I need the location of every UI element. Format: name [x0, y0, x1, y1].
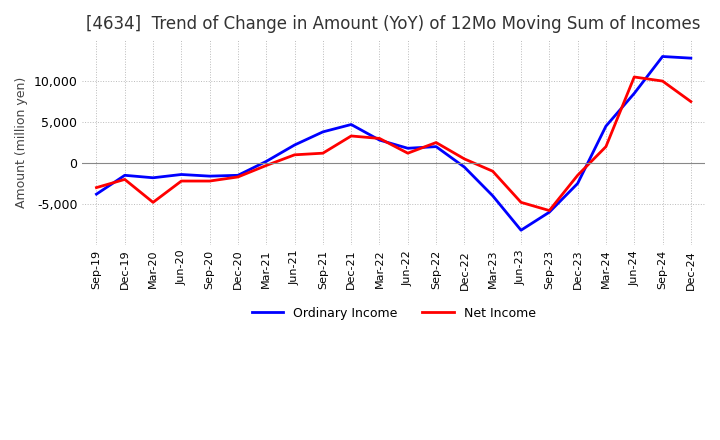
Ordinary Income: [687, 55, 696, 61]
Ordinary Income: [290, 143, 299, 148]
Ordinary Income: [658, 54, 667, 59]
Net Income: [347, 133, 356, 139]
Ordinary Income: [92, 191, 101, 197]
Ordinary Income: [630, 91, 639, 96]
Net Income: [460, 156, 469, 161]
Net Income: [177, 178, 186, 183]
Ordinary Income: [375, 137, 384, 143]
Net Income: [92, 185, 101, 190]
Title: [4634]  Trend of Change in Amount (YoY) of 12Mo Moving Sum of Incomes: [4634] Trend of Change in Amount (YoY) o…: [86, 15, 701, 33]
Ordinary Income: [545, 209, 554, 215]
Net Income: [658, 78, 667, 84]
Ordinary Income: [432, 144, 441, 149]
Net Income: [488, 169, 497, 174]
Y-axis label: Amount (million yen): Amount (million yen): [15, 77, 28, 208]
Net Income: [687, 99, 696, 104]
Net Income: [205, 178, 214, 183]
Net Income: [403, 150, 412, 156]
Ordinary Income: [205, 173, 214, 179]
Net Income: [432, 140, 441, 145]
Ordinary Income: [177, 172, 186, 177]
Net Income: [602, 144, 611, 149]
Line: Ordinary Income: Ordinary Income: [96, 56, 691, 230]
Net Income: [375, 136, 384, 141]
Net Income: [545, 208, 554, 213]
Ordinary Income: [517, 227, 526, 233]
Ordinary Income: [460, 165, 469, 170]
Ordinary Income: [318, 129, 327, 135]
Net Income: [573, 172, 582, 178]
Ordinary Income: [488, 193, 497, 198]
Ordinary Income: [234, 172, 243, 178]
Legend: Ordinary Income, Net Income: Ordinary Income, Net Income: [247, 302, 541, 325]
Ordinary Income: [403, 146, 412, 151]
Net Income: [630, 74, 639, 80]
Net Income: [290, 152, 299, 158]
Net Income: [149, 200, 158, 205]
Ordinary Income: [602, 124, 611, 129]
Net Income: [318, 150, 327, 156]
Ordinary Income: [149, 175, 158, 180]
Ordinary Income: [573, 181, 582, 186]
Net Income: [517, 200, 526, 205]
Line: Net Income: Net Income: [96, 77, 691, 211]
Ordinary Income: [262, 159, 271, 164]
Ordinary Income: [347, 122, 356, 127]
Net Income: [234, 174, 243, 180]
Ordinary Income: [120, 172, 129, 178]
Net Income: [262, 163, 271, 168]
Net Income: [120, 177, 129, 182]
